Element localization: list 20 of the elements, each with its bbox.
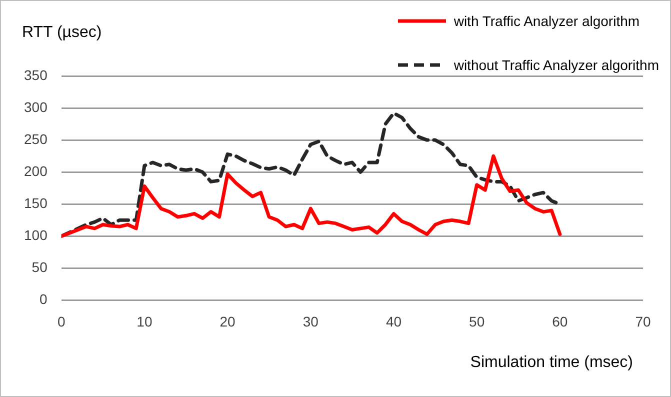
x-tick-label: 30 xyxy=(302,313,319,330)
x-tick-label: 60 xyxy=(552,313,568,330)
y-tick-label: 0 xyxy=(40,291,48,308)
x-axis-title: Simulation time (msec) xyxy=(470,354,633,372)
y-tick-label: 200 xyxy=(24,162,48,179)
y-tick-label: 300 xyxy=(24,98,48,115)
x-tick-label: 50 xyxy=(469,313,485,330)
y-tick-label: 50 xyxy=(32,259,48,276)
x-tick-label: 40 xyxy=(386,313,402,330)
x-tick-label: 20 xyxy=(220,313,236,330)
y-tick-label: 250 xyxy=(24,130,48,147)
y-axis-title: RTT (µsec) xyxy=(22,24,102,42)
y-tick-label: 350 xyxy=(24,66,48,83)
legend-label: without Traffic Analyzer algorithm xyxy=(454,57,659,73)
y-tick-label: 150 xyxy=(24,194,48,211)
x-tick-label: 10 xyxy=(136,313,152,330)
y-tick-label: 100 xyxy=(24,227,48,243)
x-tick-label: 0 xyxy=(57,313,66,330)
legend-label: with Traffic Analyzer algorithm xyxy=(454,13,640,29)
x-tick-label: 70 xyxy=(635,313,651,330)
